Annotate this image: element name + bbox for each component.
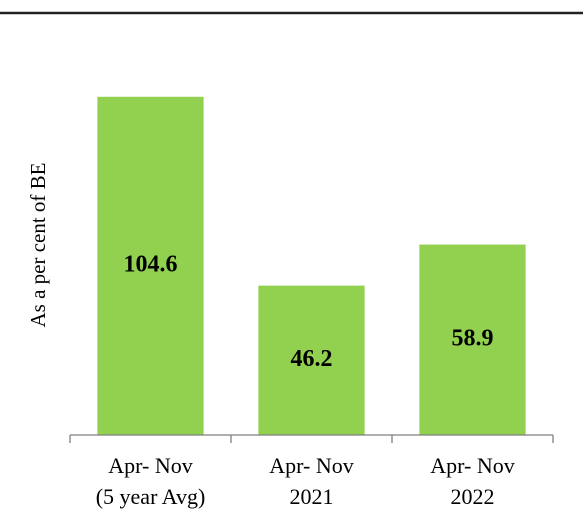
x-tick-label: Apr- Nov	[269, 453, 354, 478]
x-tick-label: 2022	[451, 484, 495, 509]
value-label: 58.9	[452, 325, 494, 351]
bar	[97, 96, 204, 435]
bar	[258, 285, 365, 435]
value-label: 46.2	[291, 346, 333, 372]
x-tick-label: Apr- Nov	[108, 453, 193, 478]
x-tick-label: 2021	[290, 484, 334, 509]
y-axis-label: As a per cent of BE	[26, 162, 50, 327]
value-label: 104.6	[124, 251, 178, 277]
x-tick-label: Apr- Nov	[430, 453, 515, 478]
bar	[419, 244, 526, 435]
x-tick-label: (5 year Avg)	[96, 484, 206, 509]
